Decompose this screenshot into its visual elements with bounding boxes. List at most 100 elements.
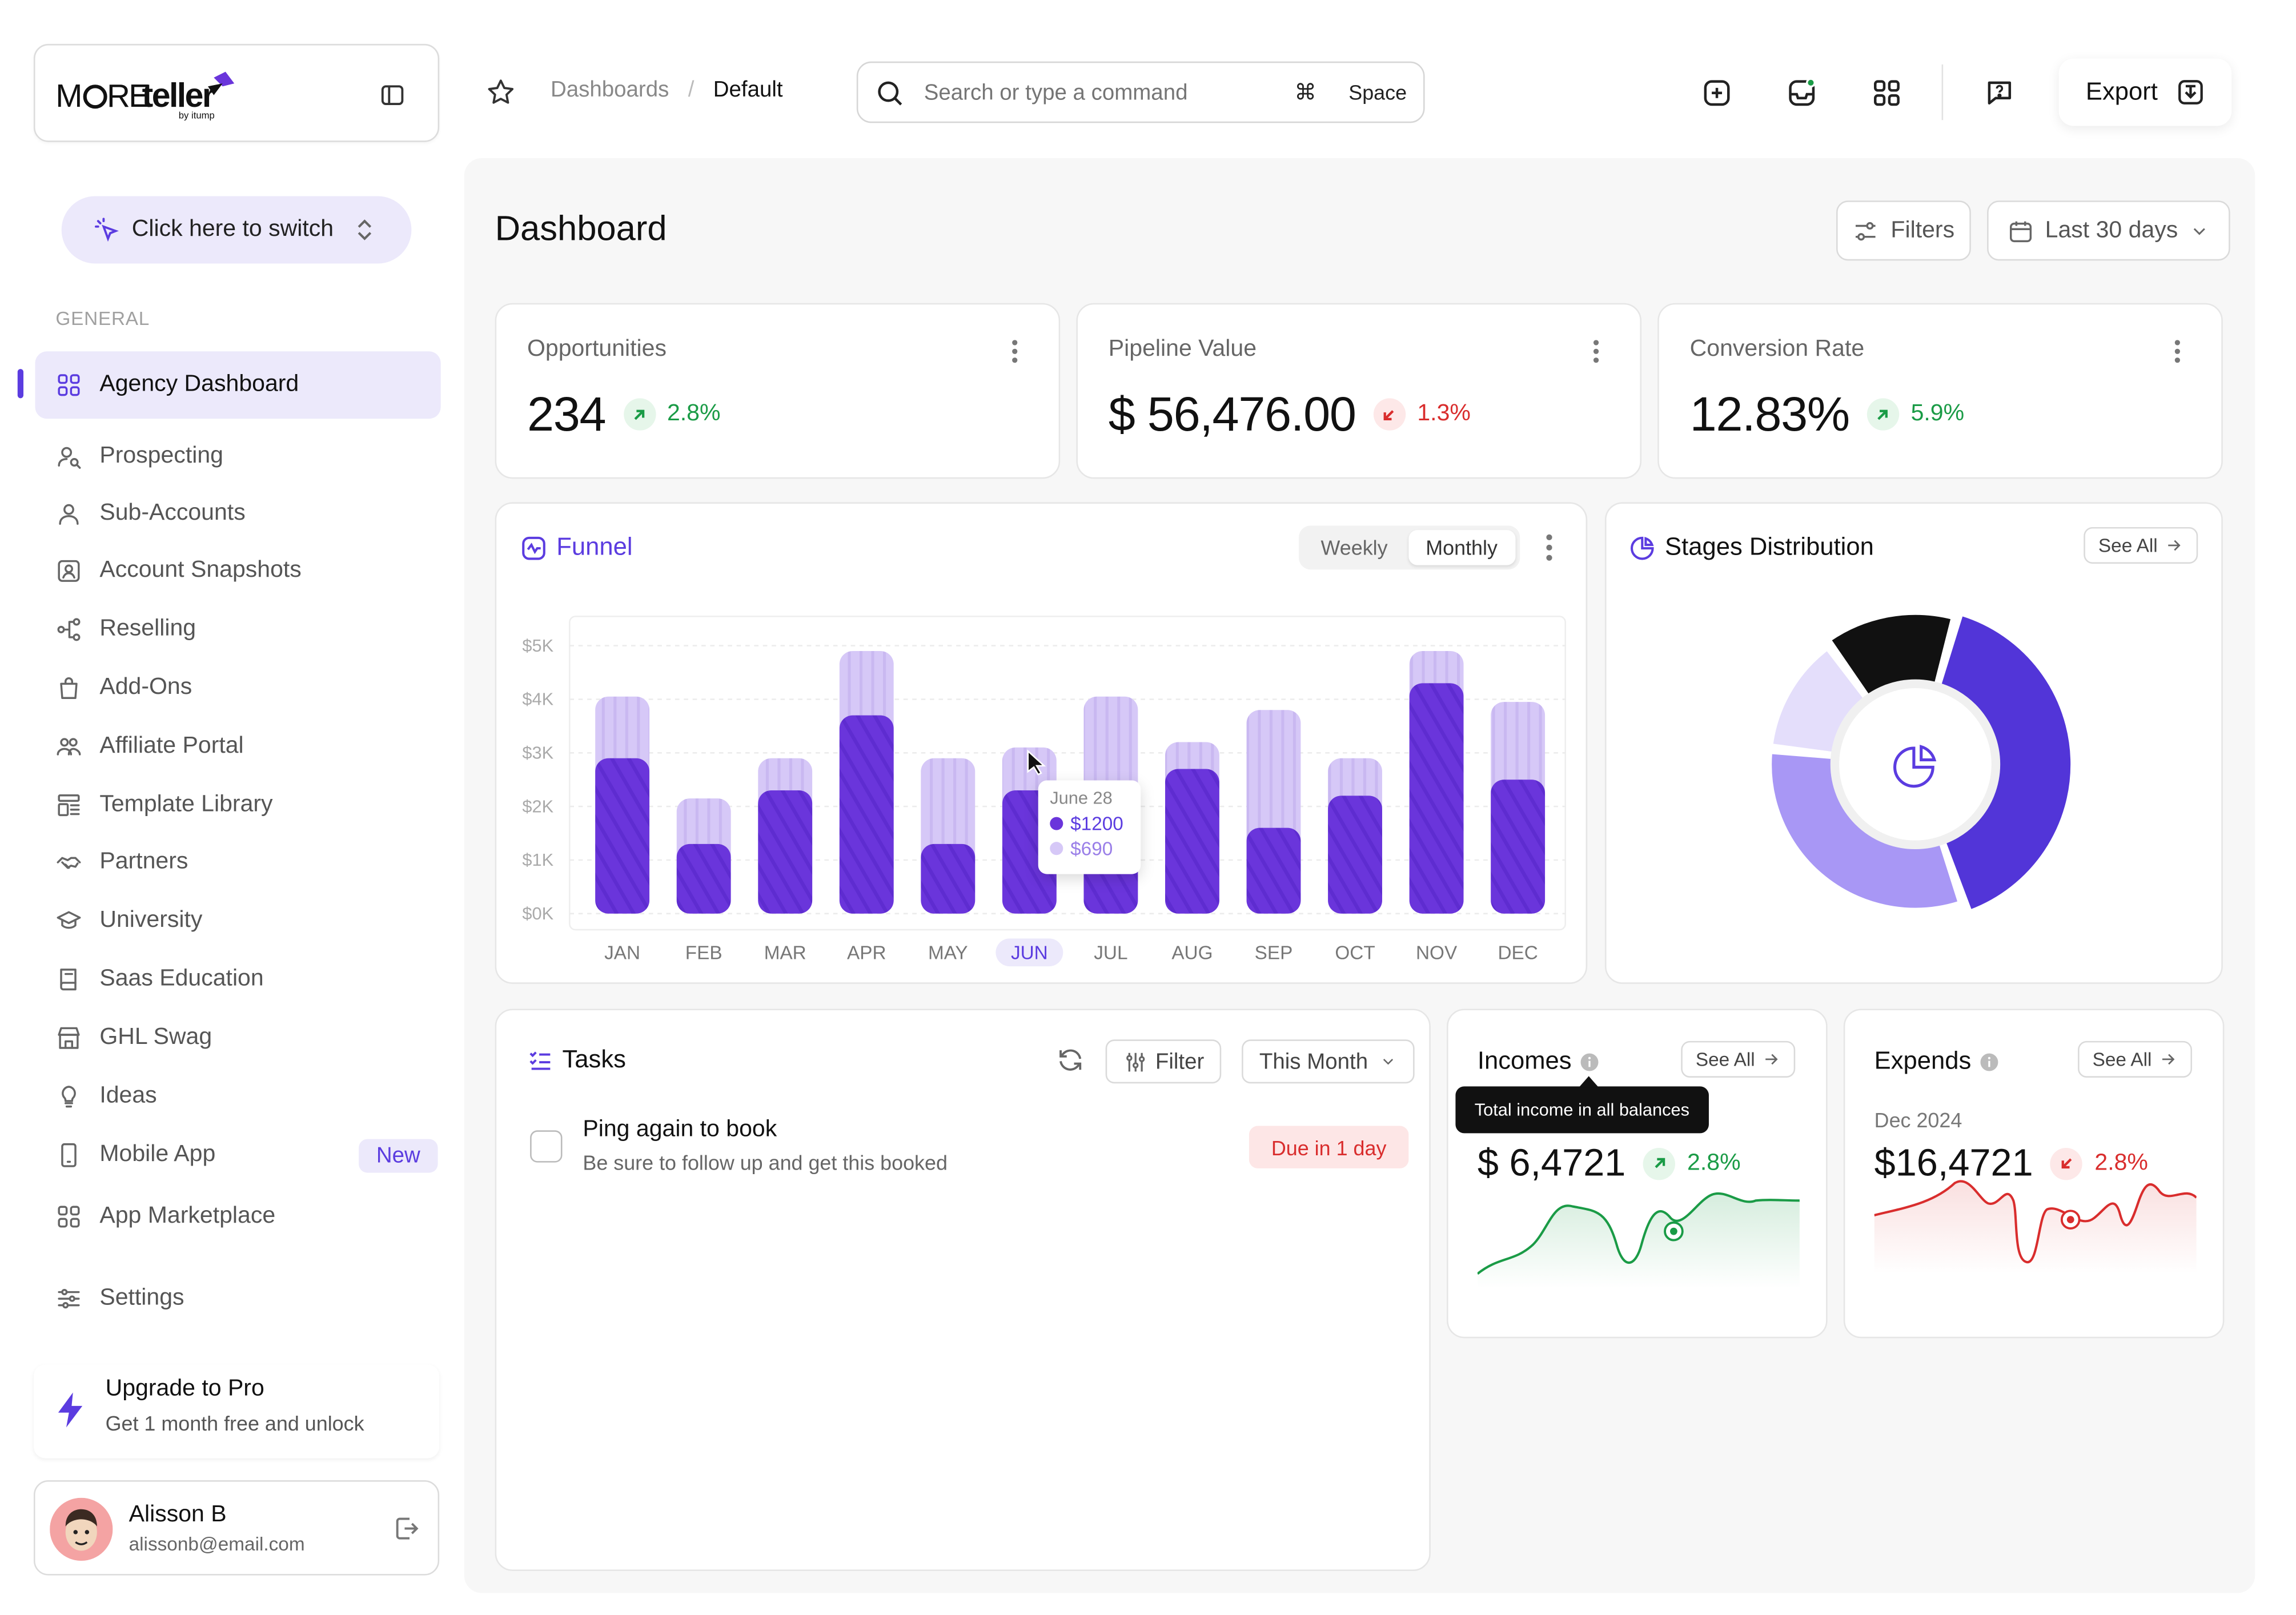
x-tick-label: OCT [1335, 942, 1375, 963]
y-tick-label: $1K [522, 850, 553, 870]
logout-icon[interactable] [392, 1514, 422, 1543]
sidebar-item-settings[interactable]: Settings [35, 1271, 441, 1326]
search-bar[interactable]: ⌘ Space [856, 61, 1425, 123]
funnel-header: Funnel [520, 533, 633, 562]
workspace-switch-button[interactable]: Click here to switch [61, 196, 412, 264]
stages-header: Stages Distribution [1628, 533, 1874, 562]
incomes-see-all-button[interactable]: See All [1681, 1040, 1796, 1078]
user-search-icon [55, 444, 82, 470]
kpi-value-row: 234 2.8% [527, 387, 721, 442]
more-vertical-icon[interactable] [1545, 533, 1554, 562]
task-filter-button[interactable]: Filter [1105, 1039, 1222, 1084]
lightning-icon [54, 1391, 86, 1429]
tab-monthly[interactable]: Monthly [1408, 530, 1515, 565]
kpi-label: Conversion Rate [1689, 336, 1865, 362]
sidebar-item-saas-education[interactable]: Saas Education [35, 951, 441, 1007]
breadcrumb-separator: / [688, 77, 695, 103]
upgrade-card[interactable]: Upgrade to Pro Get 1 month free and unlo… [33, 1364, 440, 1459]
sidebar-item-ideas[interactable]: Ideas [35, 1069, 441, 1124]
x-tick-label: DEC [1498, 942, 1538, 963]
kpi-change: 5.9% [1910, 401, 1965, 427]
sidebar-item-label: Settings [99, 1285, 184, 1311]
kpi-change: 1.3% [1417, 401, 1471, 427]
incomes-tooltip-text: Total income in all balances [1455, 1086, 1709, 1134]
tooltip-primary-value: $1200 [1070, 812, 1123, 835]
activity-icon [520, 534, 548, 562]
star-icon[interactable] [486, 78, 515, 107]
handshake-icon [55, 849, 82, 875]
store-icon [55, 1025, 82, 1051]
user-card[interactable]: Alisson B alissonb@email.com [33, 1480, 440, 1576]
sidebar-item-sub-accounts[interactable]: Sub-Accounts [35, 486, 441, 541]
task-due-badge: Due in 1 day [1249, 1126, 1409, 1168]
info-icon[interactable] [1980, 1052, 1999, 1071]
arrow-right-icon [1762, 1050, 1781, 1068]
x-tick-label: APR [847, 942, 886, 963]
sidebar-toggle-icon[interactable] [379, 82, 406, 109]
chart-tooltip: June 28 $1200 $690 [1038, 780, 1141, 874]
bag-icon [55, 675, 82, 701]
kpi-value-row: $ 56,476.00 1.3% [1109, 387, 1471, 442]
sidebar-item-label: Affiliate Portal [99, 733, 244, 759]
stages-title: Stages Distribution [1665, 533, 1874, 561]
sidebar-item-label: Mobile App [99, 1142, 216, 1167]
see-all-label: See All [2098, 534, 2158, 557]
apps-grid-icon[interactable] [1872, 78, 1904, 110]
sidebar-item-add-ons[interactable]: Add-Ons [35, 660, 441, 716]
date-range-label: Last 30 days [2045, 217, 2178, 243]
info-icon[interactable] [1580, 1052, 1599, 1071]
incomes-header: Incomes [1478, 1047, 1599, 1076]
kpi-label: Opportunities [527, 336, 667, 362]
sidebar-item-affiliate-portal[interactable]: Affiliate Portal [35, 719, 441, 774]
inbox-notification-icon[interactable] [1787, 78, 1819, 110]
shortcut-space: Space [1348, 81, 1407, 105]
breadcrumb-parent[interactable]: Dashboards [550, 77, 669, 103]
expends-value: $16,4721 [1874, 1140, 2033, 1185]
task-title: Ping again to book [583, 1117, 777, 1142]
tab-weekly[interactable]: Weekly [1320, 536, 1388, 560]
sidebar-item-university[interactable]: University [35, 893, 441, 949]
add-square-icon[interactable] [1701, 78, 1733, 110]
task-checkbox[interactable] [530, 1130, 563, 1163]
help-chat-icon[interactable] [1984, 78, 2016, 110]
sidebar-item-label: Saas Education [99, 966, 264, 991]
x-tick-label: JAN [604, 942, 640, 963]
sidebar-item-reselling[interactable]: Reselling [35, 602, 441, 657]
bar-primary-apr [839, 715, 894, 914]
sidebar-item-app-marketplace[interactable]: App Marketplace [35, 1189, 441, 1244]
kpi-value: $ 56,476.00 [1108, 386, 1356, 441]
expends-see-all-button[interactable]: See All [2078, 1040, 2193, 1078]
sidebar-item-template-library[interactable]: Template Library [35, 777, 441, 833]
filter-sliders-icon [1853, 218, 1879, 244]
date-range-select[interactable]: Last 30 days [1987, 200, 2230, 261]
more-vertical-icon[interactable] [1010, 338, 1019, 364]
book-icon [55, 966, 82, 993]
stages-card: Stages Distribution See All [1604, 502, 2223, 984]
chevron-updown-icon [354, 218, 375, 242]
sidebar-item-mobile-app[interactable]: Mobile App New [35, 1127, 441, 1183]
filters-button[interactable]: Filters [1836, 200, 1971, 261]
expends-sparkline [1874, 1180, 2197, 1274]
upgrade-subtitle: Get 1 month free and unlock [105, 1411, 364, 1435]
kpi-card: Conversion Rate 12.83% 5.9% [1657, 303, 2223, 479]
sidebar-item-agency-dashboard[interactable]: Agency Dashboard [35, 351, 441, 419]
more-vertical-icon[interactable] [1592, 338, 1600, 364]
sidebar-item-prospecting[interactable]: Prospecting [35, 429, 441, 484]
sidebar-item-ghl-swag[interactable]: GHL Swag [35, 1010, 441, 1066]
y-tick-label: $5K [522, 636, 553, 656]
search-input[interactable] [924, 76, 1261, 109]
arrow-down-left-icon [1373, 398, 1406, 431]
task-period-select[interactable]: This Month [1242, 1039, 1415, 1084]
funnel-card: Funnel Weekly Monthly $0K $1K $2K $3K $4K $5K… [495, 502, 1588, 984]
brand-logo: M RE teller by itump [55, 66, 246, 124]
refresh-icon[interactable] [1055, 1046, 1085, 1075]
stages-see-all-button[interactable]: See All [2084, 527, 2199, 564]
kpi-card: Opportunities 234 2.8% [495, 303, 1061, 479]
sidebar-item-partners[interactable]: Partners [35, 834, 441, 890]
x-tick-label: FEB [685, 942, 722, 963]
more-vertical-icon[interactable] [2173, 338, 2182, 364]
export-button[interactable]: Export [2058, 58, 2232, 126]
topbar-divider [1941, 64, 1944, 120]
sidebar-item-account-snapshots[interactable]: Account Snapshots [35, 543, 441, 598]
kpi-value: 234 [527, 386, 607, 441]
